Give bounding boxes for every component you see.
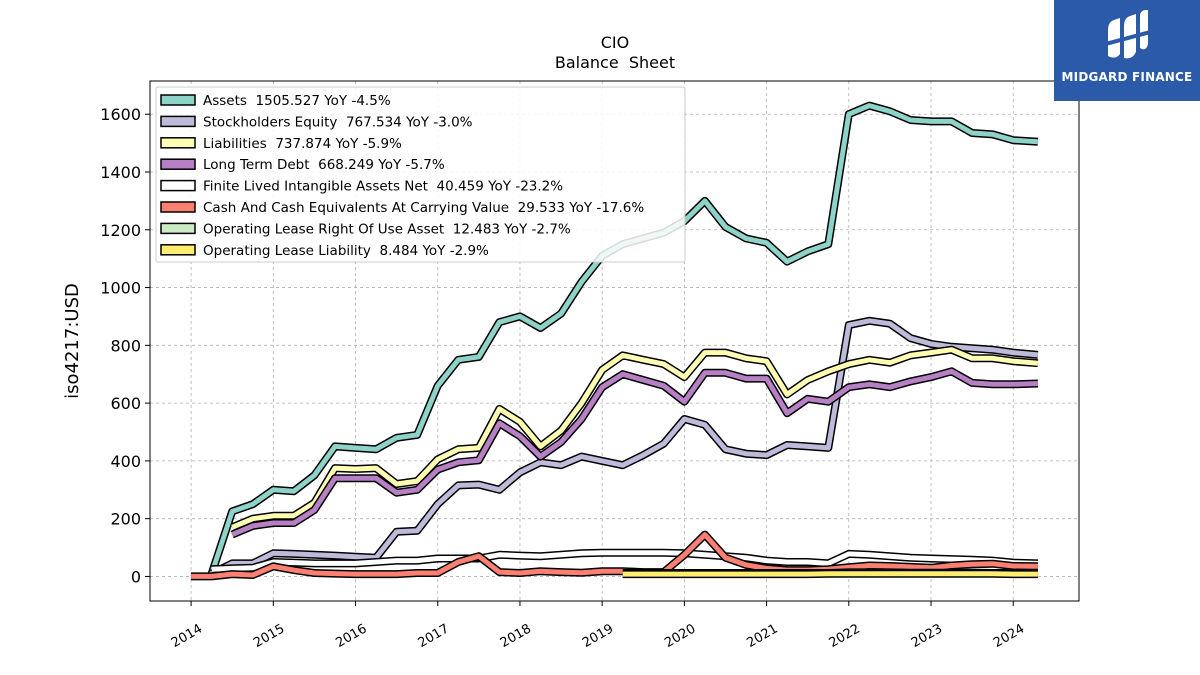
chart-title: CIO	[601, 33, 629, 52]
y-tick-label: 1200	[100, 221, 141, 240]
legend-swatch	[160, 179, 196, 192]
legend-entry: Liabilities 737.874 YoY -5.9%	[203, 136, 402, 152]
legend-entry: Cash And Cash Equivalents At Carrying Va…	[203, 200, 644, 216]
legend-entry: Operating Lease Right Of Use Asset 12.48…	[203, 221, 571, 237]
brand-name: MIDGARD FINANCE	[1061, 70, 1193, 84]
legend-entry: Long Term Debt 668.249 YoY -5.7%	[203, 157, 445, 173]
legend-swatch	[160, 137, 196, 149]
plot-frame	[149, 80, 1080, 602]
y-tick-label: 0	[131, 567, 141, 586]
legend-entry: Stockholders Equity 767.534 YoY -3.0%	[203, 114, 473, 130]
legend-entry: Assets 1505.527 YoY -4.5%	[203, 93, 391, 109]
series-line	[231, 347, 1039, 530]
y-tick-label: 1600	[100, 105, 141, 124]
legend-swatch	[160, 201, 196, 213]
legend-swatch	[160, 158, 196, 170]
y-tick-label: 600	[110, 394, 141, 413]
y-tick-label: 200	[110, 510, 141, 529]
legend-entry: Operating Lease Liability 8.484 YoY -2.9…	[203, 243, 489, 259]
y-tick-label: 800	[110, 336, 141, 355]
y-axis-label: iso4217:USD	[62, 283, 83, 399]
y-tick-label: 1400	[100, 163, 141, 182]
series-line	[210, 318, 1039, 576]
legend-entry: Finite Lived Intangible Assets Net 40.45…	[203, 179, 563, 195]
series-line	[211, 550, 1038, 572]
legend-swatch	[160, 115, 196, 128]
y-tick-label: 400	[110, 452, 141, 471]
chart-subtitle: Balance Sheet	[555, 53, 675, 72]
legend-box	[155, 86, 686, 263]
y-tick-label: 1000	[100, 279, 141, 298]
legend-swatch	[160, 94, 196, 106]
legend-swatch	[160, 244, 196, 256]
legend: Assets 1505.527 YoY -4.5% Stockholders Eq…	[155, 86, 686, 263]
series-line	[231, 368, 1038, 537]
series-line	[191, 532, 1038, 579]
legend-swatch	[160, 222, 196, 235]
midgard-logo-icon	[1106, 10, 1150, 59]
brand-logo: MIDGARD FINANCE	[1054, 0, 1200, 101]
